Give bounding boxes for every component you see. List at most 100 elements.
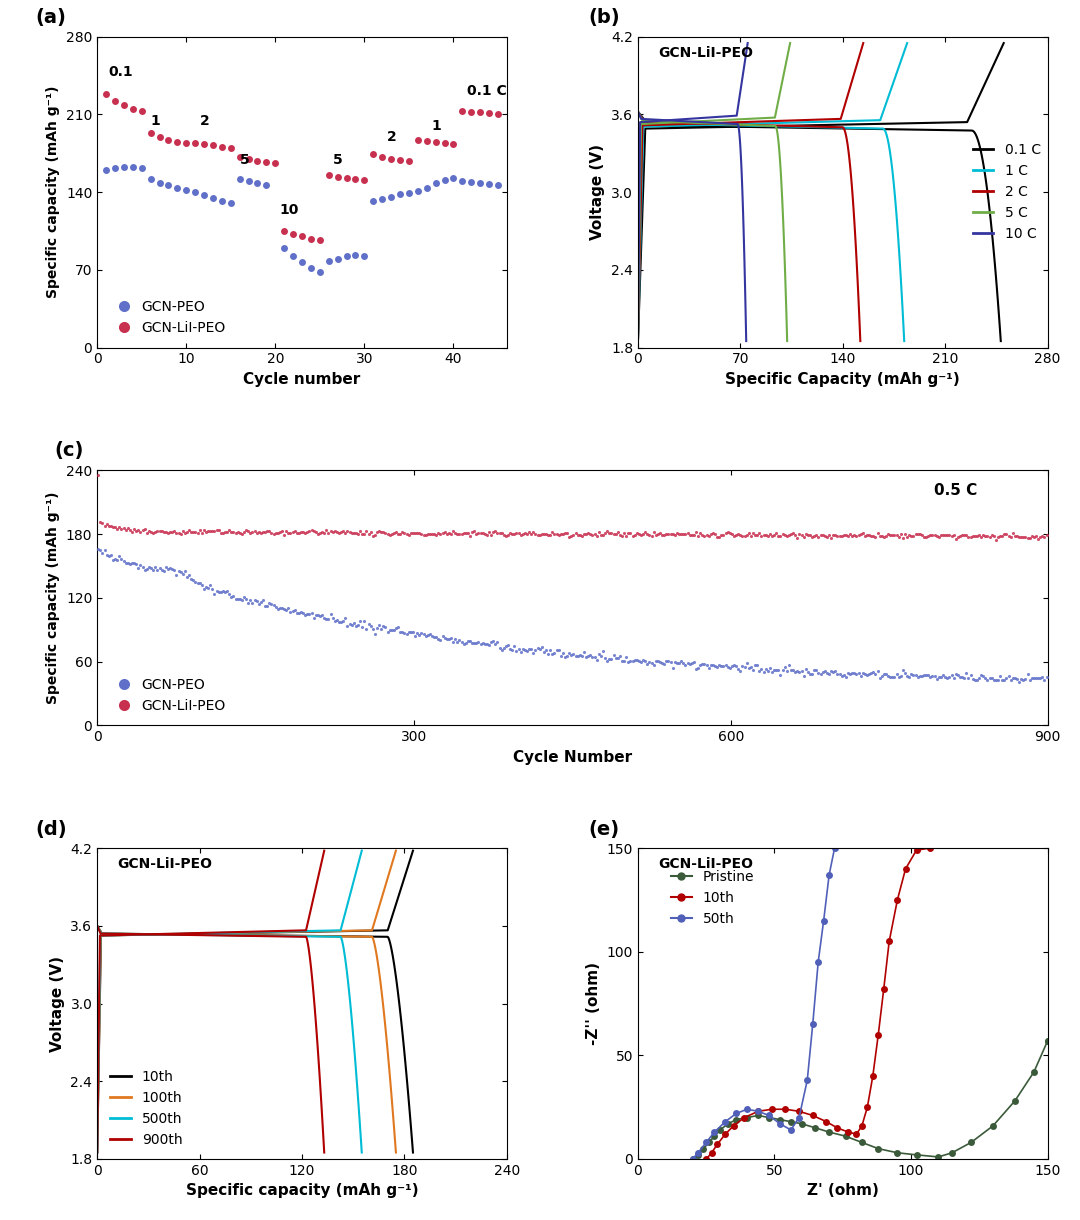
Point [920, 527, 937, 547]
Point [543, 644, 561, 664]
Point [932, 667, 949, 687]
Point [660, 523, 677, 543]
Point [123, 522, 140, 542]
Point [744, 523, 761, 543]
Point [111, 517, 129, 537]
Point [841, 525, 859, 544]
Point [117, 554, 134, 573]
Point [777, 656, 794, 676]
Point [107, 549, 124, 569]
Point [708, 527, 726, 547]
Point [918, 665, 935, 684]
Point [801, 525, 819, 544]
Point [717, 655, 734, 675]
Point [879, 666, 896, 686]
Point [225, 522, 242, 542]
Point [753, 659, 770, 678]
Point [174, 564, 191, 583]
Point [501, 523, 518, 543]
Point [556, 648, 573, 667]
Point [696, 654, 713, 673]
Point [1018, 665, 1036, 684]
Point [133, 157, 150, 177]
Point [400, 526, 417, 545]
Point [413, 525, 430, 544]
Point [112, 550, 130, 570]
Point [134, 520, 151, 539]
Point [998, 525, 1015, 544]
Point [516, 640, 534, 660]
Point [640, 525, 658, 544]
Point [1034, 526, 1051, 545]
Point [912, 666, 929, 686]
Point [565, 644, 582, 664]
Point [375, 522, 392, 542]
Point [227, 523, 244, 543]
Point [373, 620, 390, 639]
Point [445, 134, 462, 154]
Point [119, 554, 136, 573]
Point [193, 575, 211, 594]
Point [260, 593, 278, 612]
Point [618, 526, 635, 545]
Point [220, 583, 238, 603]
Point [130, 520, 147, 539]
Point [253, 523, 270, 543]
Point [339, 616, 356, 636]
Point [445, 168, 462, 188]
Point [132, 522, 149, 542]
Point [525, 522, 542, 542]
Point [441, 630, 458, 649]
Point [909, 667, 927, 687]
Point [485, 522, 502, 542]
Point [357, 521, 375, 540]
Point [696, 526, 713, 545]
Point [892, 525, 909, 544]
Point [189, 523, 206, 543]
Point [109, 550, 126, 570]
Point [841, 665, 859, 684]
Point [343, 523, 361, 543]
Point [605, 645, 622, 665]
Point [594, 642, 611, 661]
Point [947, 529, 964, 549]
Point [633, 651, 650, 671]
Point [402, 523, 419, 543]
Point [757, 525, 774, 544]
Point [256, 597, 273, 616]
Point [879, 525, 896, 544]
Point [218, 582, 235, 601]
Point [812, 525, 829, 544]
Point [592, 647, 609, 666]
Point [313, 522, 330, 542]
Point [704, 522, 721, 542]
Point [600, 649, 618, 669]
Point [702, 655, 719, 675]
Point [618, 648, 635, 667]
Point [462, 172, 480, 192]
Y-axis label: Specific capacity (mAh g⁻¹): Specific capacity (mAh g⁻¹) [46, 492, 60, 704]
Point [117, 520, 134, 539]
Point [867, 664, 885, 683]
Point [689, 526, 706, 545]
Point [368, 619, 386, 638]
Point [1031, 527, 1049, 547]
Point [381, 526, 399, 545]
Point [774, 525, 792, 544]
Point [673, 525, 690, 544]
Point [996, 670, 1013, 689]
Point [865, 526, 882, 545]
Point [706, 656, 724, 676]
Point [1025, 527, 1042, 547]
Point [362, 522, 379, 542]
Point [489, 176, 507, 195]
Point [816, 527, 834, 547]
Point [964, 669, 982, 688]
Point [666, 653, 684, 672]
Point [191, 520, 208, 539]
Point [116, 157, 133, 177]
Point [396, 523, 414, 543]
Point [324, 522, 341, 542]
Point [1027, 526, 1044, 545]
Text: (c): (c) [54, 442, 84, 460]
